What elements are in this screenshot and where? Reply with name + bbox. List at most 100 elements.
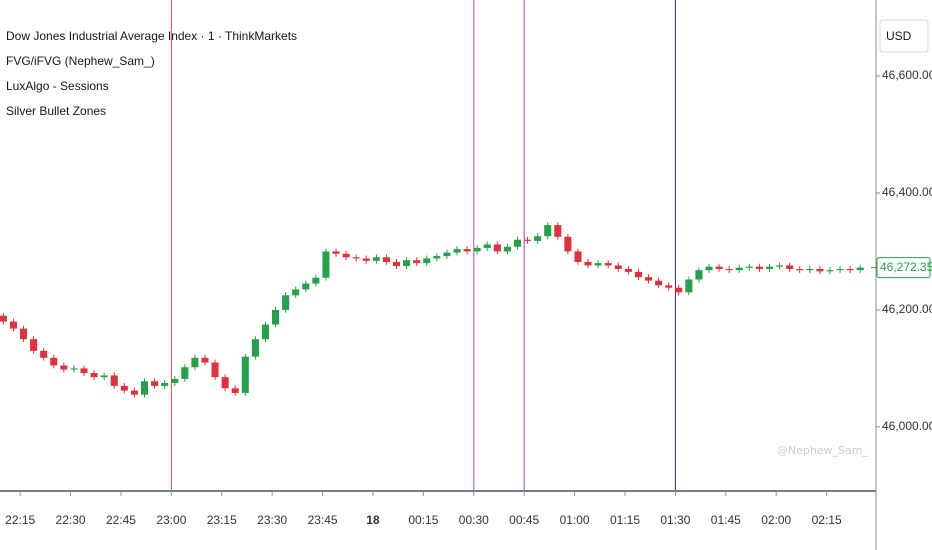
candle-body [413, 260, 421, 264]
plot-area [0, 0, 864, 491]
candle-body [816, 268, 824, 272]
candle-body [261, 324, 269, 340]
candle-body [463, 249, 471, 252]
candle-body [140, 381, 149, 395]
candle-body [110, 375, 118, 386]
candle-body [211, 362, 219, 378]
candle-body [171, 378, 179, 383]
indicator-name: FVG/iFVG (Nephew_Sam_) [6, 54, 155, 68]
x-tick-label: 23:30 [257, 513, 287, 527]
currency-button[interactable] [879, 19, 929, 53]
candle-body [423, 258, 431, 264]
candle-body [292, 289, 300, 296]
candle-body [614, 265, 622, 269]
candle-body [675, 287, 683, 293]
candle-body [534, 236, 542, 241]
x-tick-label: 01:15 [610, 513, 640, 527]
candle-body [665, 285, 673, 288]
candle-body [453, 249, 461, 253]
candle-body [403, 260, 411, 267]
candle-body [524, 239, 532, 241]
candle-body [251, 339, 259, 357]
candle-body [40, 350, 48, 358]
x-tick-label: 22:45 [106, 513, 136, 527]
currency-label[interactable]: USD [886, 29, 912, 43]
x-tick-label: 00:45 [509, 513, 539, 527]
candle-body [80, 368, 88, 374]
candle-body [191, 357, 199, 368]
candle-body [685, 279, 693, 293]
candle-body [30, 339, 38, 351]
candle-body [594, 263, 602, 266]
candle-body [564, 236, 572, 252]
candle-body [765, 266, 774, 269]
x-tick-label: 18 [366, 513, 380, 527]
candle-body [644, 277, 653, 281]
candle-body [241, 356, 249, 393]
x-tick-label: 01:45 [711, 513, 741, 527]
candle-body [695, 270, 703, 280]
candle-body [634, 271, 642, 278]
candle-body [503, 246, 511, 252]
candle-body [90, 373, 98, 378]
x-tick-label: 23:15 [207, 513, 237, 527]
candle-body [352, 257, 360, 259]
x-tick-label: 00:15 [408, 513, 438, 527]
candle-body [50, 357, 58, 366]
candle-body [786, 265, 794, 269]
candle-body [846, 268, 854, 271]
candle-body [19, 328, 28, 340]
candle-body [483, 244, 491, 248]
candle-body [745, 266, 753, 268]
candle-body [755, 266, 763, 269]
candle-body [201, 357, 209, 363]
candle-body [604, 263, 612, 266]
candle-body [544, 225, 552, 237]
candle-body [60, 365, 68, 370]
candle-body [151, 381, 159, 386]
candle-body [584, 261, 592, 266]
x-tick-label: 01:00 [560, 513, 590, 527]
x-tick-label: 00:30 [459, 513, 489, 527]
candle-body [342, 253, 350, 258]
candle-body [231, 388, 239, 393]
indicator-name: LuxAlgo - Sessions [6, 79, 109, 93]
candle-body [70, 368, 78, 370]
candle-body [574, 251, 582, 262]
candle-body [796, 268, 804, 271]
candle-body [302, 283, 310, 290]
candle-body [735, 267, 743, 271]
candle-body [372, 257, 380, 261]
candle-body [473, 247, 481, 252]
y-tick-label: 46,400.00 [882, 185, 932, 199]
candle-body [493, 244, 501, 252]
chart-title: Dow Jones Industrial Average Index · 1 ·… [6, 29, 297, 43]
last-price-box [876, 257, 931, 279]
x-tick-label: 22:30 [56, 513, 86, 527]
candle-body [272, 309, 280, 325]
candle-body [826, 270, 834, 272]
candle-body [776, 265, 784, 267]
candle-body [332, 251, 340, 254]
x-tick-label: 23:45 [308, 513, 338, 527]
candle-body [161, 382, 169, 386]
candle-body [513, 239, 522, 247]
candle-body [624, 268, 632, 272]
candle-body [705, 266, 713, 271]
y-tick-label: 46,000.00 [882, 419, 932, 433]
candle-body [856, 267, 864, 271]
candle-body [221, 377, 229, 389]
candle-body [392, 261, 401, 267]
candle-body [282, 295, 290, 310]
x-tick-label: 02:15 [812, 513, 842, 527]
candle-body [120, 385, 128, 391]
candle-body [9, 321, 17, 329]
candle-body [443, 252, 451, 257]
x-tick-label: 01:30 [660, 513, 690, 527]
candle-body [806, 268, 814, 271]
x-tick-label: 02:00 [761, 513, 791, 527]
candle-body [0, 315, 7, 322]
